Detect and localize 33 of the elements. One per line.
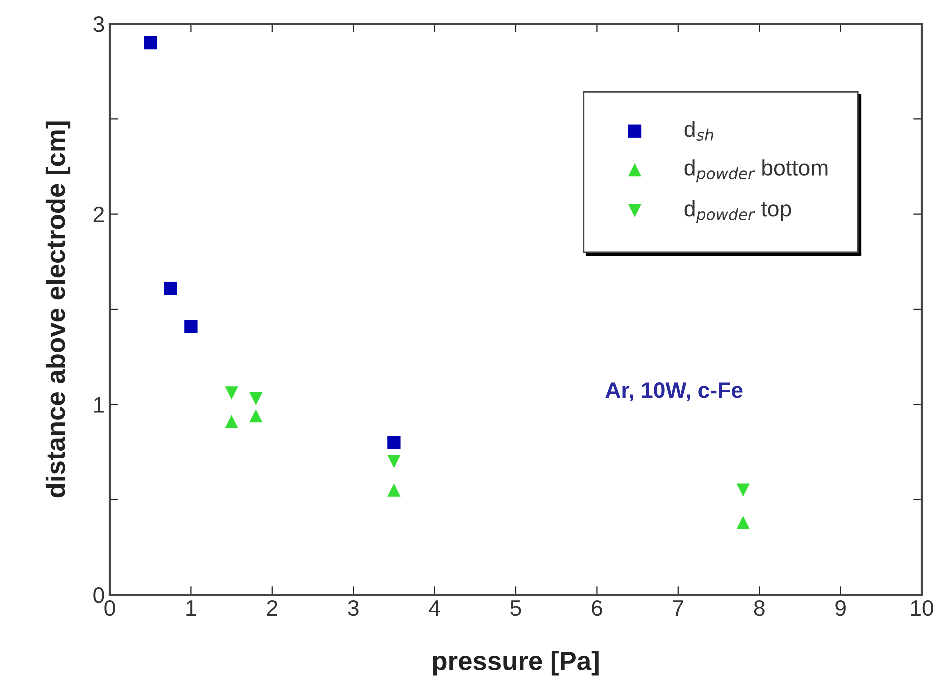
x-axis-title: pressure [Pa] <box>433 651 599 676</box>
x-tick-label: 6 <box>592 600 602 616</box>
x-tick-label: 1 <box>186 600 196 616</box>
annotation: Ar, 10W, c-Fe <box>606 382 743 402</box>
point <box>388 436 401 450</box>
point <box>736 516 750 530</box>
y-axis-title: distance above electrode [cm] <box>46 122 71 498</box>
y-tick-label: 1 <box>94 397 104 413</box>
x-tick-label: 3 <box>348 600 359 616</box>
y-tick-label: 2 <box>94 206 104 222</box>
x-tick-label: 7 <box>673 600 684 616</box>
x-tick-label: 5 <box>510 600 522 616</box>
point <box>225 415 238 428</box>
point <box>736 484 750 497</box>
x-tick-label: 4 <box>429 600 440 616</box>
x-tick-label: 9 <box>836 600 846 616</box>
point <box>164 282 178 296</box>
point <box>388 484 401 497</box>
point <box>250 410 263 423</box>
y-tick-label: 3 <box>94 16 104 32</box>
legend-label: d$_{powder}$ bottom <box>684 160 828 183</box>
point <box>225 386 238 400</box>
legend-label: d$_{powder}$ top <box>684 200 792 224</box>
x-tick-label: 10 <box>911 600 934 616</box>
x-tick-label: 8 <box>754 600 765 616</box>
point <box>250 392 263 406</box>
y-tick-label: 0 <box>94 588 104 604</box>
point <box>388 455 401 468</box>
point <box>184 320 198 334</box>
legend-label: d$_{sh}$ <box>684 120 714 141</box>
x-tick-label: 2 <box>267 600 278 616</box>
point <box>144 36 158 50</box>
x-tick-label: 0 <box>104 600 116 616</box>
